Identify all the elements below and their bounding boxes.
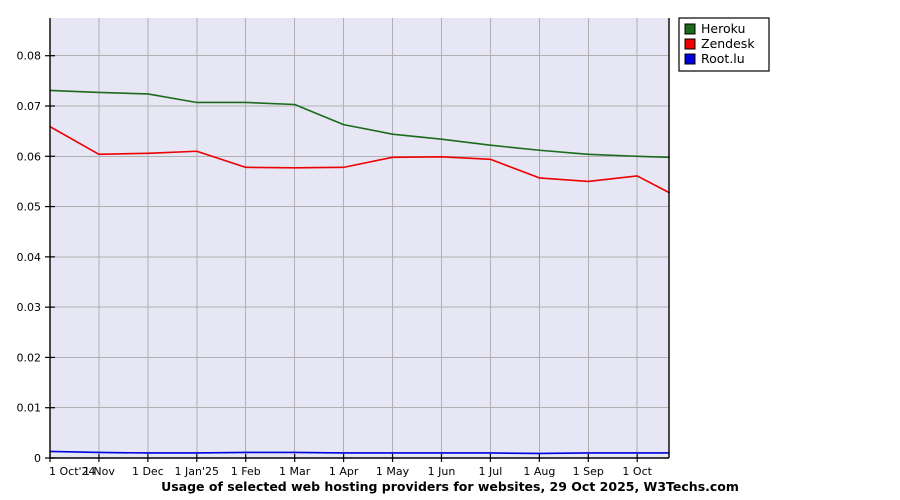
x-tick-label: 1 May <box>376 465 410 478</box>
y-tick-label: 0.04 <box>17 251 42 264</box>
x-tick-label: 1 Dec <box>132 465 164 478</box>
y-tick-label: 0.03 <box>17 301 42 314</box>
x-axis-ticks: 1 Oct'241 Nov 1 Dec 1 Jan'25 1 Feb 1 Mar 1 Ap… <box>49 454 653 478</box>
x-tick-label: 1 Feb <box>231 465 261 478</box>
legend-swatch-heroku <box>684 23 696 35</box>
grid-lines <box>50 18 669 458</box>
series-line-heroku <box>49 89 670 159</box>
x-tick-label: 1 Nov <box>83 465 115 478</box>
y-tick-label: 0 <box>34 452 41 465</box>
x-tick-label: 1 Oct <box>622 465 652 478</box>
data-series-group <box>49 89 670 455</box>
x-tick-label: 1 Jan'25 <box>175 465 219 478</box>
x-tick-label: 1 Jul <box>479 465 503 478</box>
axes <box>49 18 670 459</box>
series-line-root-lu <box>49 450 670 455</box>
y-tick-label: 0.01 <box>17 402 42 415</box>
legend-swatch-zendesk <box>684 38 696 50</box>
legend-label-zendesk: Zendesk <box>701 36 755 51</box>
y-tick-label: 0.08 <box>17 50 42 63</box>
legend-swatch-root-lu <box>684 53 696 65</box>
y-tick-label: 0.07 <box>17 100 42 113</box>
chart-caption: Usage of selected web hosting providers … <box>161 479 739 494</box>
x-tick-label: 1 Aug <box>523 465 555 478</box>
y-tick-label: 0.02 <box>17 351 42 364</box>
legend-label-heroku: Heroku <box>701 21 745 36</box>
x-tick-label: 1 Mar <box>279 465 311 478</box>
y-axis-ticks: 0 0.01 0.02 0.03 0.04 0.05 0.06 0.07 0.08 <box>17 50 55 465</box>
series-line-zendesk <box>49 125 670 194</box>
x-tick-label: 1 Oct'24 <box>49 465 96 478</box>
x-tick-label: 1 Apr <box>329 465 359 478</box>
y-tick-label: 0.05 <box>17 201 42 214</box>
legend-label-root-lu: Root.lu <box>701 51 745 66</box>
x-tick-label: 1 Sep <box>573 465 604 478</box>
plot-area-background <box>50 18 669 458</box>
y-tick-label: 0.06 <box>17 150 42 163</box>
x-tick-label: 1 Jun <box>428 465 456 478</box>
